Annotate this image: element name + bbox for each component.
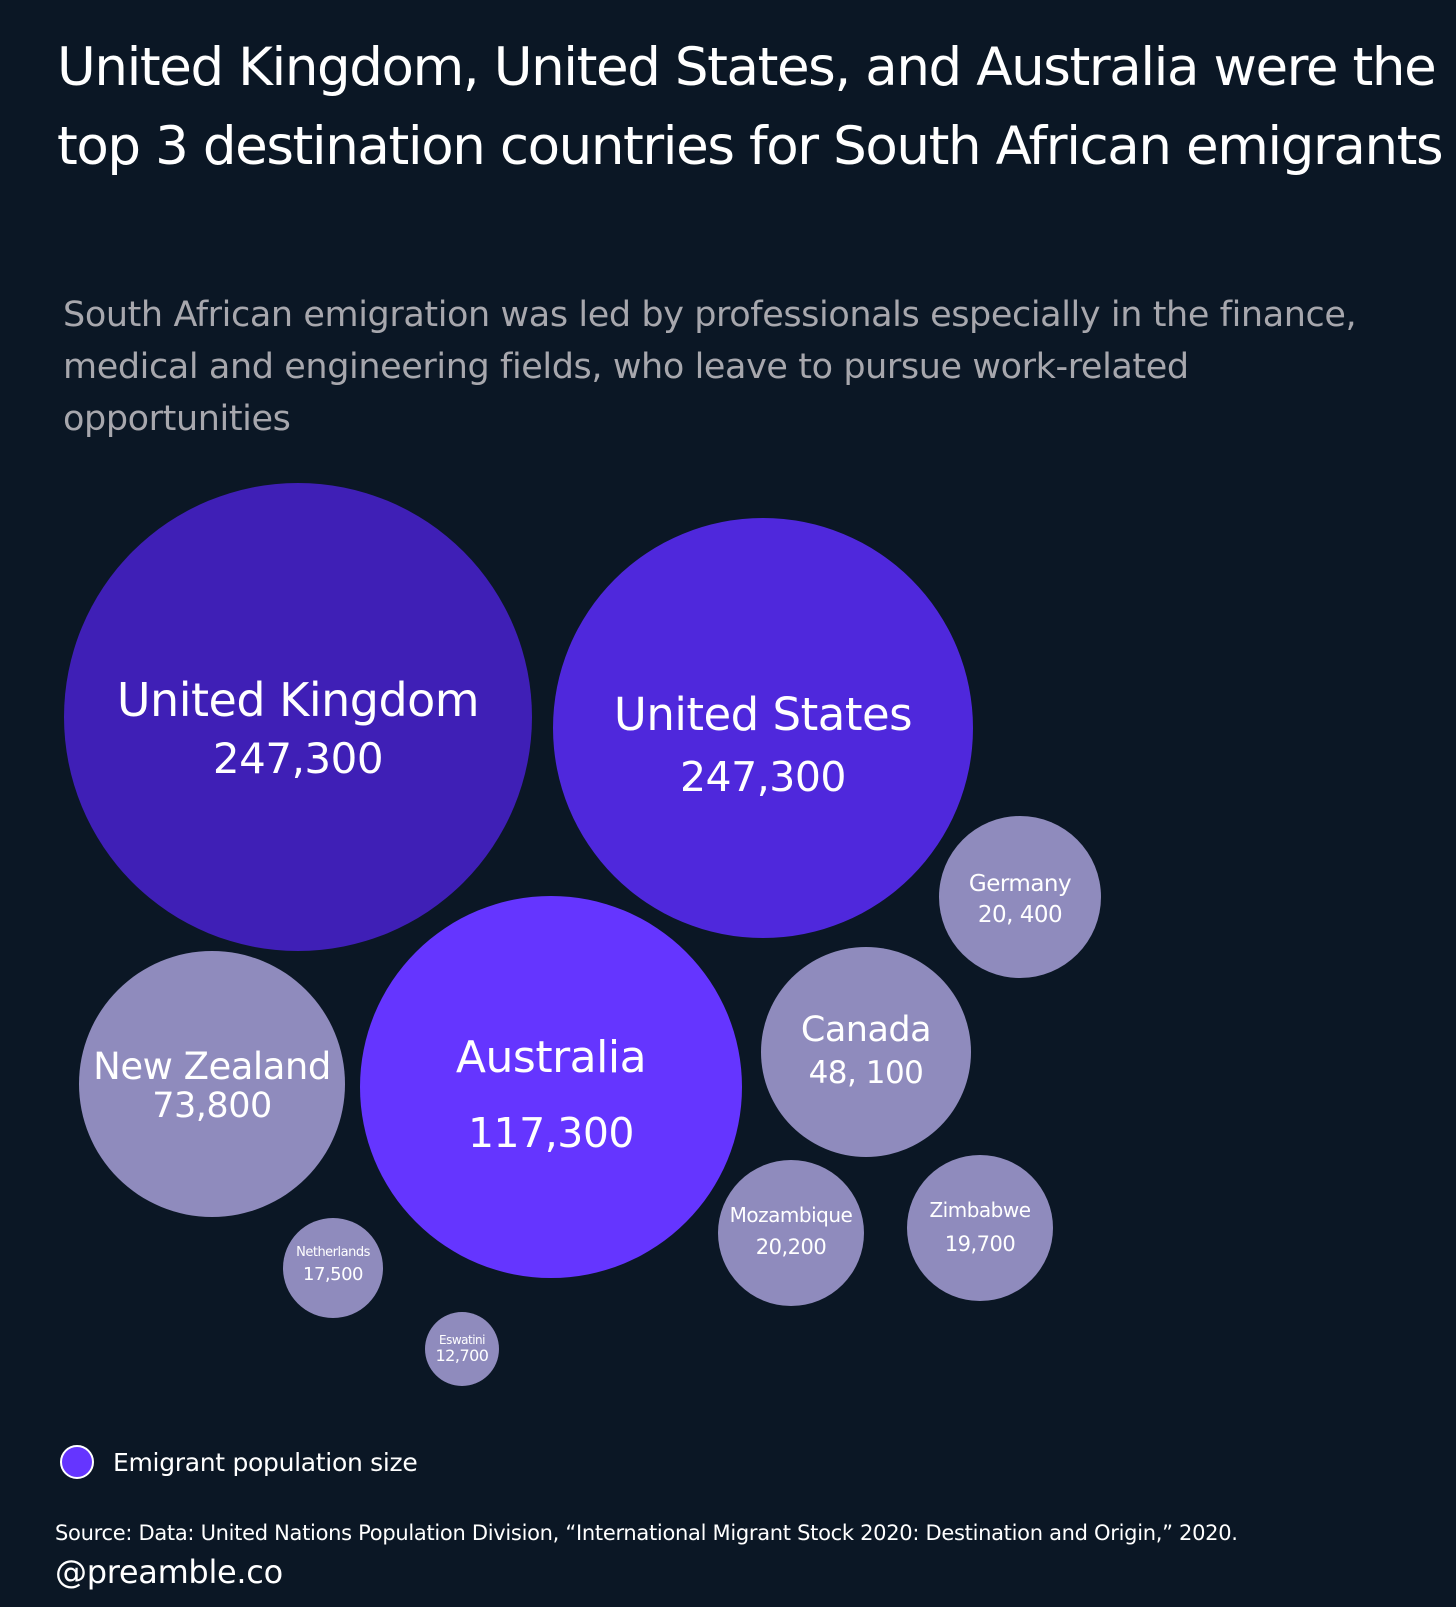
bubble-value-eswatini: 12,700 xyxy=(436,1346,489,1365)
bubble-name-australia: Australia xyxy=(456,1032,646,1083)
bubble-name-united-kingdom: United Kingdom xyxy=(117,673,479,727)
bubble-value-australia: 117,300 xyxy=(468,1109,634,1157)
legend-swatch xyxy=(60,1445,94,1479)
bubble-canada: Canada 48, 100 xyxy=(761,947,971,1157)
chart-title: United Kingdom, United States, and Austr… xyxy=(57,37,1444,177)
bubble-germany: Germany 20, 400 xyxy=(939,816,1101,978)
bubble-circle-united-kingdom xyxy=(64,483,532,951)
bubble-name-united-states: United States xyxy=(614,688,912,741)
brand-handle: @preamble.co xyxy=(55,1553,283,1591)
bubble-circle-eswatini xyxy=(425,1312,499,1386)
bubble-circle-mozambique xyxy=(718,1160,864,1306)
source-note: Source: Data: United Nations Population … xyxy=(55,1521,1238,1545)
legend: Emigrant population size xyxy=(60,1442,418,1482)
bubble-united-kingdom: United Kingdom 247,300 xyxy=(64,483,532,951)
legend-label: Emigrant population size xyxy=(113,1447,418,1477)
bubble-value-canada: 48, 100 xyxy=(809,1055,924,1091)
bubble-value-new-zealand: 73,800 xyxy=(152,1086,271,1126)
bubble-circle-netherlands xyxy=(283,1218,383,1318)
bubble-name-netherlands: Netherlands xyxy=(296,1245,370,1260)
bubble-name-germany: Germany xyxy=(969,871,1071,897)
bubble-value-netherlands: 17,500 xyxy=(303,1264,363,1285)
bubble-mozambique: Mozambique 20,200 xyxy=(718,1160,864,1306)
bubble-name-mozambique: Mozambique xyxy=(730,1203,853,1227)
bubble-name-eswatini: Eswatini xyxy=(439,1333,485,1347)
bubble-circle-australia xyxy=(360,896,742,1278)
bubble-circle-united-states xyxy=(553,518,973,938)
bubble-name-zimbabwe: Zimbabwe xyxy=(929,1198,1030,1222)
bubble-australia: Australia 117,300 xyxy=(360,896,742,1278)
bubble-value-zimbabwe: 19,700 xyxy=(945,1232,1015,1256)
bubble-name-canada: Canada xyxy=(801,1010,931,1050)
bubble-name-new-zealand: New Zealand xyxy=(93,1045,331,1088)
bubble-value-mozambique: 20,200 xyxy=(756,1235,826,1259)
bubble-netherlands: Netherlands 17,500 xyxy=(283,1218,383,1318)
bubble-chart: United Kingdom 247,300 United States 247,30… xyxy=(64,483,1101,1386)
bubble-circle-canada xyxy=(761,947,971,1157)
bubble-value-germany: 20, 400 xyxy=(978,902,1062,928)
bubble-circle-new-zealand xyxy=(79,951,345,1217)
bubble-circle-germany xyxy=(939,816,1101,978)
bubble-circle-zimbabwe xyxy=(907,1155,1053,1301)
bubble-value-united-kingdom: 247,300 xyxy=(213,734,383,783)
bubble-united-states: United States 247,300 xyxy=(553,518,973,938)
chart-subtitle: South African emigration was led by prof… xyxy=(63,295,1357,439)
bubble-zimbabwe: Zimbabwe 19,700 xyxy=(907,1155,1053,1301)
bubble-value-united-states: 247,300 xyxy=(680,753,846,801)
